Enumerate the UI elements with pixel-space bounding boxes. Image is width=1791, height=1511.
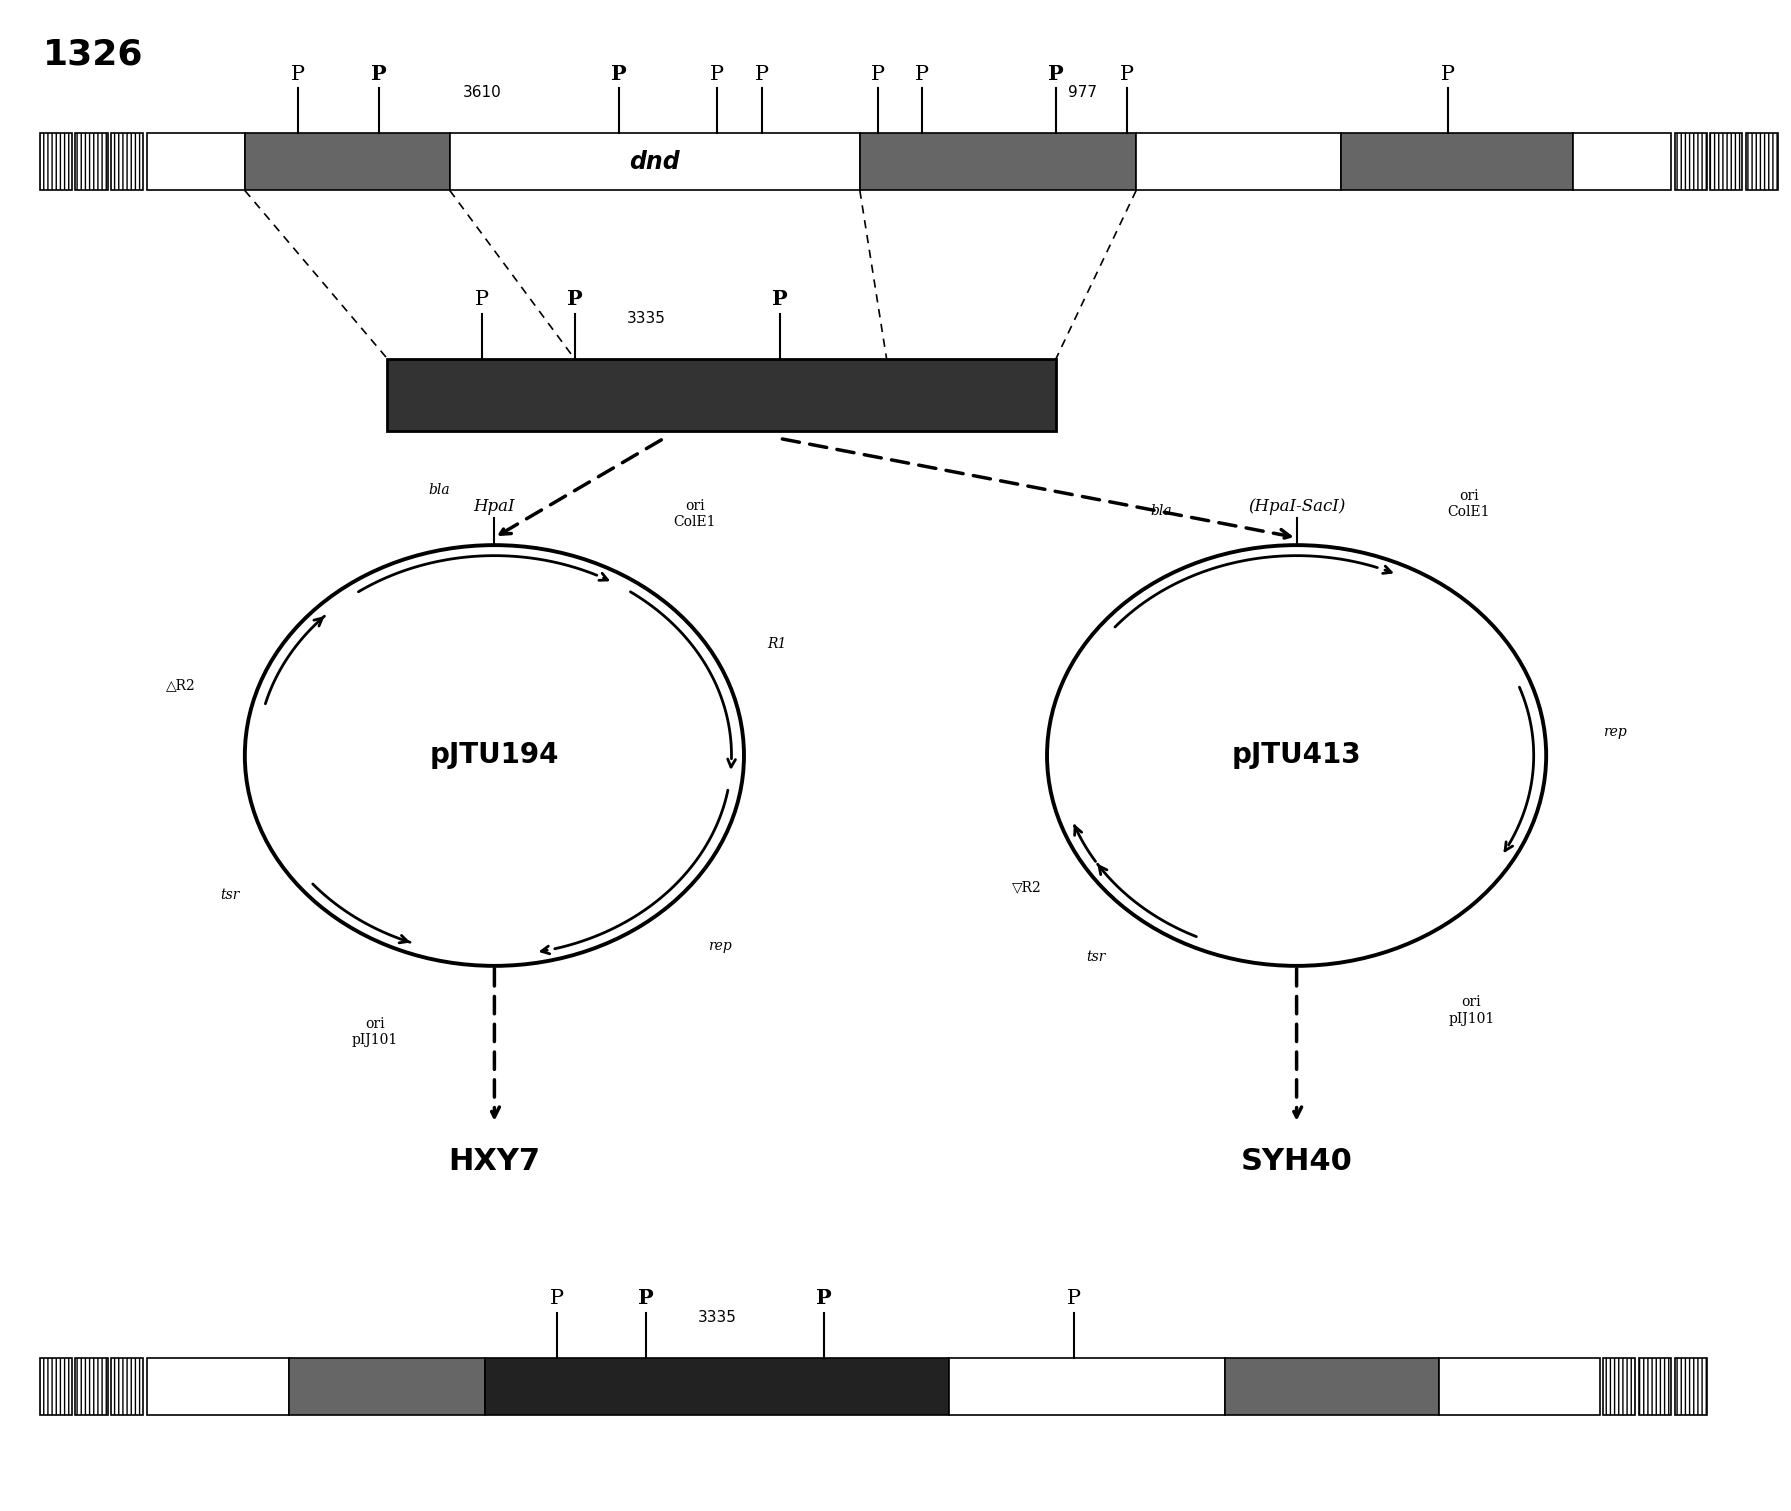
Text: R1: R1: [768, 638, 786, 651]
Text: P: P: [566, 289, 582, 310]
Bar: [245, 133, 450, 190]
Text: 3335: 3335: [698, 1310, 736, 1325]
Bar: [75, 1358, 107, 1416]
Text: pJTU413: pJTU413: [1232, 742, 1361, 769]
Text: bla: bla: [428, 484, 450, 497]
Text: P: P: [1067, 1289, 1080, 1309]
Text: dnd: dnd: [629, 150, 681, 174]
Text: ori
pIJ101: ori pIJ101: [1449, 996, 1494, 1026]
Text: P: P: [711, 65, 724, 83]
Text: P: P: [915, 65, 930, 83]
Bar: [1710, 133, 1743, 190]
Text: ori
ColE1: ori ColE1: [673, 499, 716, 529]
Text: P: P: [1119, 65, 1134, 83]
Text: 977: 977: [1067, 85, 1098, 100]
Bar: [450, 133, 860, 190]
Text: P: P: [292, 65, 304, 83]
Text: P: P: [475, 290, 489, 310]
Bar: [147, 1358, 290, 1416]
Bar: [1639, 1358, 1671, 1416]
Bar: [39, 133, 72, 190]
Text: 3610: 3610: [462, 85, 501, 100]
Circle shape: [245, 545, 743, 966]
Text: P: P: [772, 289, 788, 310]
Bar: [1675, 1358, 1707, 1416]
Text: HpaI: HpaI: [473, 499, 516, 515]
Text: P: P: [371, 63, 387, 83]
Text: P: P: [817, 1289, 833, 1309]
Text: P: P: [1442, 65, 1454, 83]
Bar: [111, 133, 143, 190]
Bar: [387, 358, 1057, 431]
Text: bla: bla: [1152, 505, 1173, 518]
Text: P: P: [611, 63, 627, 83]
Text: P: P: [550, 1289, 564, 1309]
Bar: [1572, 133, 1671, 190]
Bar: [111, 1358, 143, 1416]
Text: ori
pIJ101: ori pIJ101: [351, 1017, 398, 1047]
Text: rep: rep: [1603, 725, 1626, 739]
Bar: [1675, 133, 1707, 190]
Bar: [485, 1358, 949, 1416]
Bar: [39, 1358, 72, 1416]
Text: △R2: △R2: [167, 678, 195, 692]
Text: tsr: tsr: [1087, 950, 1105, 964]
Bar: [1135, 133, 1341, 190]
Text: P: P: [1048, 63, 1064, 83]
Bar: [290, 1358, 485, 1416]
Bar: [1225, 1358, 1440, 1416]
Text: pJTU194: pJTU194: [430, 742, 559, 769]
Text: 1326: 1326: [43, 38, 143, 71]
Bar: [75, 133, 107, 190]
Bar: [860, 133, 1135, 190]
Bar: [1603, 1358, 1635, 1416]
Text: P: P: [638, 1289, 654, 1309]
Bar: [1746, 133, 1778, 190]
Text: HXY7: HXY7: [448, 1147, 541, 1176]
Bar: [949, 1358, 1225, 1416]
Text: ▽R2: ▽R2: [1012, 879, 1041, 895]
Circle shape: [1048, 545, 1546, 966]
Text: P: P: [870, 65, 885, 83]
Bar: [1440, 1358, 1599, 1416]
Text: ori
ColE1: ori ColE1: [1447, 490, 1490, 520]
Text: SYH40: SYH40: [1241, 1147, 1352, 1176]
Text: 3335: 3335: [627, 311, 666, 326]
Text: (HpaI-SacI): (HpaI-SacI): [1248, 499, 1345, 515]
Bar: [147, 133, 245, 190]
Bar: [1341, 133, 1572, 190]
Text: rep: rep: [709, 938, 733, 953]
Text: P: P: [754, 65, 768, 83]
Text: tsr: tsr: [220, 888, 240, 902]
